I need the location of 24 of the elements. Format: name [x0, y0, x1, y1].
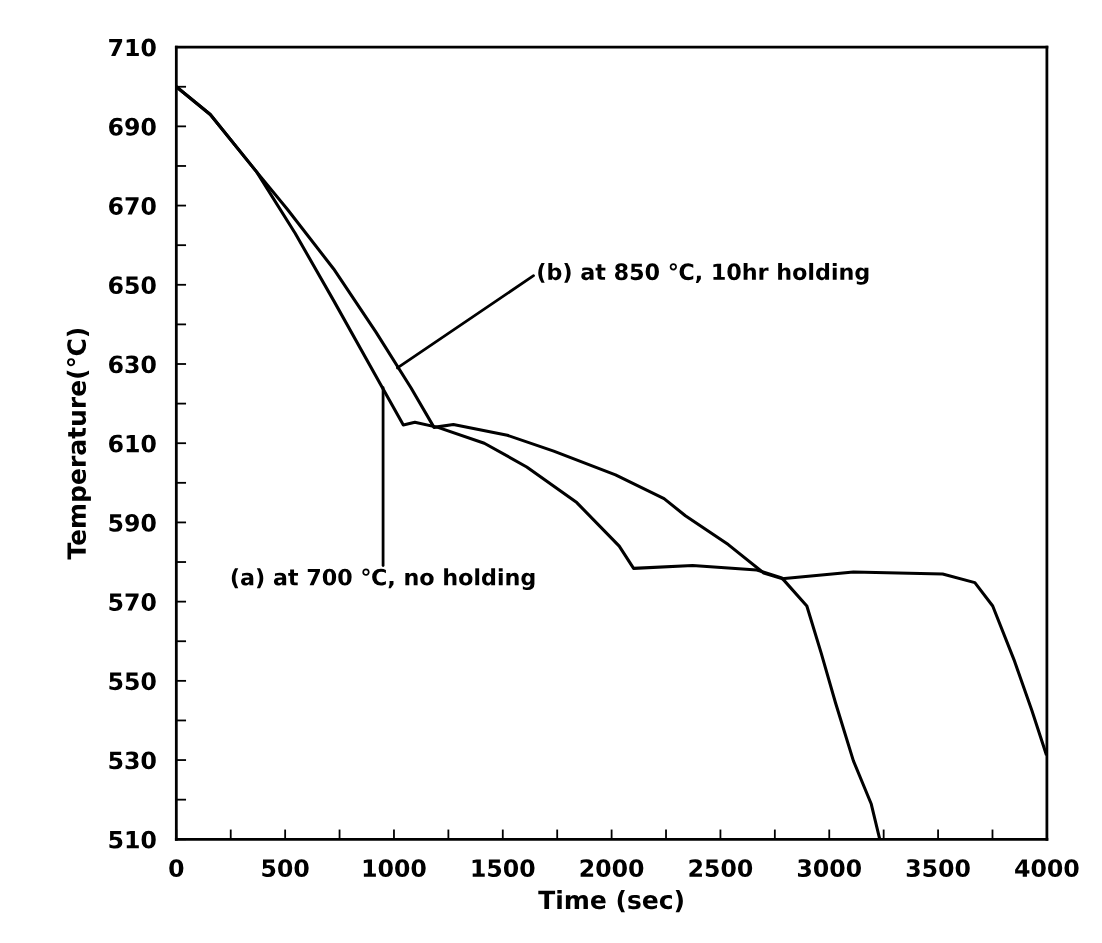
x-tick-label: 1500: [472, 859, 535, 877]
x-tick-label: 4000: [1015, 859, 1079, 877]
x-tick-label: 3000: [797, 859, 861, 877]
x-axis-title: Time (sec): [538, 889, 683, 913]
y-tick-label: 530: [109, 751, 156, 770]
annotation: (a) at 700 ℃, no holding: [231, 568, 535, 590]
x-tick-label: 0: [169, 859, 184, 877]
x-tick-label: 500: [262, 859, 309, 877]
x-tick-label: 2000: [580, 859, 644, 877]
x-tick-label: 2500: [689, 859, 753, 877]
y-tick-label: 670: [109, 197, 156, 215]
y-axis-title: Temperature(℃): [66, 328, 91, 560]
y-tick-label: 610: [109, 434, 156, 453]
y-tick-label: 690: [109, 117, 156, 136]
y-tick-label: 510: [109, 830, 156, 849]
annotation: (b) at 850 ℃, 10hr holding: [538, 262, 869, 285]
y-tick-label: 650: [109, 276, 156, 295]
y-tick-label: 550: [109, 672, 156, 691]
x-tick-label: 1000: [363, 859, 426, 877]
y-tick-label: 630: [109, 355, 156, 374]
y-tick-label: 710: [109, 38, 156, 57]
y-tick-label: 590: [109, 513, 156, 532]
x-tick-label: 3500: [906, 859, 970, 877]
y-tick-label: 570: [109, 593, 156, 611]
